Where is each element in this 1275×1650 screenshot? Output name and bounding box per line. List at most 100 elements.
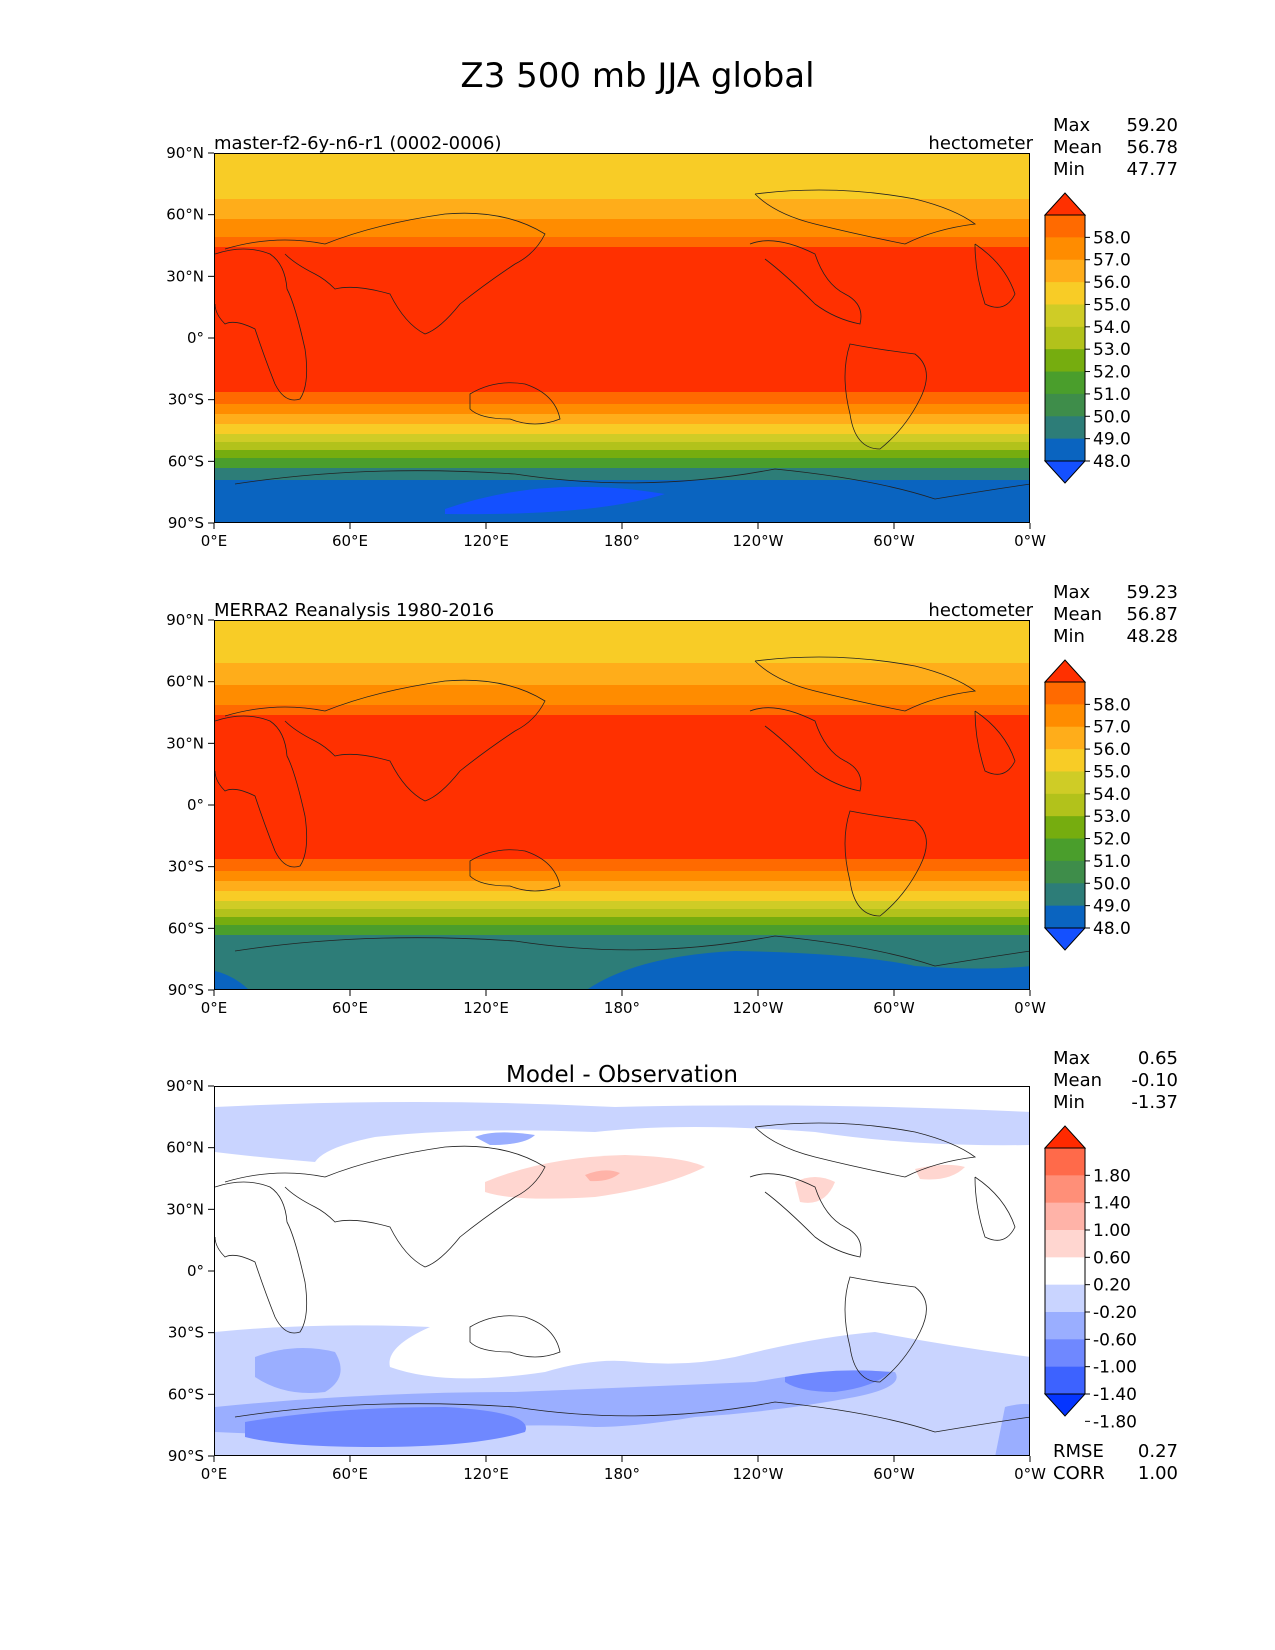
panel-units: hectometer [928, 133, 1033, 154]
stats-block: Max 59.20 Mean 56.78 Min 47.77 [1053, 115, 1178, 181]
footer-stats-block: RMSE 0.27 CORR 1.00 [1053, 1441, 1178, 1485]
colorbar-segment [1045, 1148, 1085, 1176]
x-tick-label: 60°E [332, 999, 368, 1017]
coastline [974, 243, 1016, 308]
colorbar-label: 54.0 [1093, 785, 1131, 805]
x-tick-label: 120°W [733, 999, 784, 1017]
x-tick-group: 0°E 60°E 120°E 180° 120°W 60°W 0°W [201, 523, 1046, 550]
band-fill [215, 971, 248, 989]
colorbar-segment [1045, 1202, 1085, 1231]
stat-label: Mean [1053, 137, 1103, 158]
panel-title-center: Model - Observation [505, 1062, 739, 1088]
colorbar-label: 51.0 [1093, 852, 1131, 872]
colorbar-label: 1.00 [1093, 1221, 1131, 1241]
band-fill [475, 1132, 535, 1145]
colorbar-label: -0.60 [1093, 1330, 1137, 1350]
stat-value: 59.23 [1126, 582, 1178, 603]
x-tick-label: 120°W [733, 1465, 784, 1483]
axes-ticks: 90°N 60°N 30°N 0° 30°S 60°S 90°S 0°E 60°E 120°E 1… [166, 611, 1046, 1017]
y-tick-label: 30°S [168, 1324, 204, 1342]
coastline [469, 382, 561, 425]
y-tick-group: 90°N 60°N 30°N 0° 30°S 60°S 90°S [166, 144, 214, 532]
y-tick-label: 60°N [166, 673, 204, 691]
colorbar-segment [1045, 1175, 1085, 1204]
y-tick-label: 30°S [168, 391, 204, 409]
panel-title-left: master-f2-6y-n6-r1 (0002-0006) [214, 133, 502, 154]
colorbar-label: 51.0 [1093, 385, 1131, 405]
coastline [224, 1145, 546, 1268]
colorbar-segment [1045, 393, 1085, 417]
y-tick-label: 0° [187, 1262, 204, 1280]
stat-row: Mean 56.87 [1053, 604, 1178, 626]
colorbar-label: 58.0 [1093, 695, 1131, 715]
map-plot [214, 153, 1030, 523]
colorbar-segment [1045, 215, 1085, 238]
panel-title-left: MERRA2 Reanalysis 1980-2016 [214, 600, 495, 621]
x-tick-label: 120°E [463, 999, 509, 1017]
band-fill [215, 715, 1029, 859]
coastline [749, 240, 862, 325]
x-tick-label: 60°W [873, 1465, 915, 1483]
band-fill [215, 199, 1029, 219]
stats-block: Max 0.65 Mean -0.10 Min -1.37 [1053, 1048, 1178, 1114]
coastlines [215, 189, 1029, 500]
x-tick-group: 0°E 60°E 120°E 180° 120°W 60°W 0°W [201, 990, 1046, 1017]
colorbar-segment [1045, 326, 1085, 350]
band-fill [215, 859, 1029, 871]
axes-ticks: 90°N 60°N 30°N 0° 30°S 60°S 90°S 0°E 60°E 120°E 1… [166, 1077, 1046, 1483]
colorbar-segment [1045, 349, 1085, 373]
colorbar-label: 48.0 [1093, 919, 1131, 939]
x-tick-label: 120°E [463, 1465, 509, 1483]
colorbar-frame [1044, 214, 1086, 462]
map-field-svg [215, 154, 1029, 522]
main-title: Z3 500 mb JJA global [460, 56, 815, 96]
band-fill [215, 392, 1029, 404]
y-tick-label: 90°N [166, 1077, 204, 1095]
band-fill [215, 925, 1029, 935]
coastline [749, 707, 862, 792]
coastline [754, 1122, 977, 1178]
colorbar-label: 57.0 [1093, 718, 1131, 738]
colorbar-label: 58.0 [1093, 228, 1131, 248]
colorbar-segment [1045, 1312, 1085, 1340]
colorbar-label: 50.0 [1093, 407, 1131, 427]
y-tick-group: 90°N 60°N 30°N 0° 30°S 60°S 90°S [166, 1077, 214, 1465]
colorbar-label: 49.0 [1093, 430, 1131, 450]
coastline [974, 1176, 1016, 1241]
coastline [224, 679, 546, 802]
band-fill [215, 404, 1029, 414]
y-tick-label: 60°N [166, 206, 204, 224]
colorbar-label: 0.20 [1093, 1276, 1131, 1296]
band-fill [215, 450, 1029, 458]
colorbar-label: 53.0 [1093, 340, 1131, 360]
colorbar-label: -1.80 [1093, 1412, 1137, 1432]
stat-value: -1.37 [1131, 1092, 1178, 1113]
coastline [234, 468, 1029, 500]
stat-value: 0.27 [1137, 1441, 1178, 1462]
coastlines [215, 1122, 1029, 1433]
band-fill [215, 881, 1029, 891]
colorbar-label: 52.0 [1093, 830, 1131, 850]
band-fill [215, 237, 1029, 247]
coastline [215, 248, 308, 401]
band-fill [215, 414, 1029, 424]
stat-label: Mean [1053, 1070, 1103, 1091]
band-fill [215, 901, 1029, 909]
colorbar-segment [1045, 237, 1085, 261]
coastline [215, 715, 308, 868]
x-tick-label: 0°W [1014, 1465, 1046, 1483]
y-tick-label: 60°S [168, 1385, 204, 1403]
stat-row: Max 59.20 [1053, 115, 1178, 137]
panel-observation: MERRA2 Reanalysis 1980-2016 hectometer [0, 582, 1275, 1060]
band-fill [588, 951, 1029, 989]
band-fill [215, 663, 1029, 685]
x-tick-label: 180° [604, 532, 640, 550]
y-tick-label: 60°N [166, 1139, 204, 1157]
band-fill [215, 909, 1029, 917]
band-fill [215, 458, 1029, 468]
stat-row: Min -1.37 [1053, 1092, 1178, 1114]
x-tick-label: 0°W [1014, 532, 1046, 550]
colorbar-segment [1045, 883, 1085, 907]
y-tick-label: 90°S [168, 981, 204, 999]
stat-value: 47.77 [1126, 159, 1178, 180]
